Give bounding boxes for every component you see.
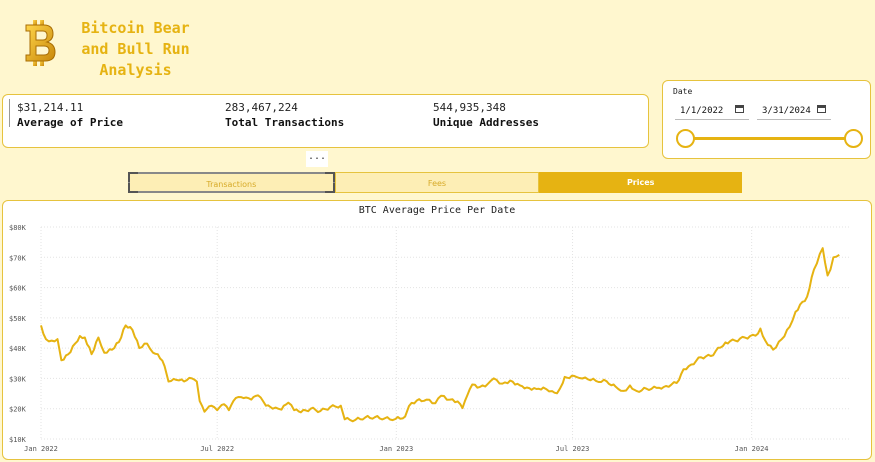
date-slicer-title: Date (673, 87, 693, 96)
chart-title: BTC Average Price Per Date (358, 205, 516, 216)
price-chart-card: BTC Average Price Per Date $10K $20K $30K $… (2, 200, 872, 460)
selection-corner (324, 183, 335, 193)
x-tick-label: Jul 2023 (556, 445, 590, 453)
date-range-track[interactable] (683, 137, 853, 140)
kpi-average-price: $31,214.11 Average of Price (17, 101, 123, 130)
y-tick-label: $30K (9, 375, 27, 383)
selection-corner (324, 172, 335, 182)
y-tick-label: $20K (9, 406, 27, 414)
end-date-value: 3/31/2024 (762, 106, 811, 116)
tab-fees[interactable]: Fees (334, 172, 540, 193)
page-title: Bitcoin Bear and Bull Run Analysis (81, 19, 190, 79)
kpi-total-transactions: 283,467,224 Total Transactions (225, 101, 344, 130)
end-date-input[interactable]: 3/31/2024 (757, 102, 831, 120)
y-tick-label: $70K (9, 254, 27, 262)
kpi-value: 544,935,348 (433, 101, 506, 114)
y-tick-label: $50K (9, 315, 27, 323)
kpi-label: Total Transactions (225, 116, 345, 129)
y-tick-label: $60K (9, 285, 27, 293)
y-tick-label: $80K (9, 224, 27, 232)
start-date-handle[interactable] (676, 129, 695, 148)
price-line-chart: $10K $20K $30K $40K $50K $60K $70K $80K Jan 2022… (9, 224, 849, 453)
tab-label: Fees (427, 179, 447, 188)
start-date-input[interactable]: 1/1/2022 (675, 102, 749, 120)
calendar-icon[interactable] (735, 105, 744, 113)
tab-label: Prices (626, 178, 655, 187)
selection-corner (128, 183, 138, 193)
kpi-card: $31,214.11 Average of Price 283,467,224 … (2, 94, 649, 148)
kpi-unique-addresses: 544,935,348 Unique Addresses (433, 101, 539, 130)
kpi-label: Unique Addresses (433, 116, 539, 129)
calendar-icon[interactable] (817, 105, 826, 113)
end-date-handle[interactable] (844, 129, 863, 148)
date-slicer: Date 1/1/2022 3/31/2024 (662, 80, 871, 159)
x-tick-label: Jul 2022 (200, 445, 234, 453)
kpi-value: 283,467,224 (225, 101, 298, 114)
x-tick-label: Jan 2024 (735, 445, 769, 453)
x-tick-label: Jan 2023 (379, 445, 413, 453)
selection-corner (128, 172, 138, 182)
y-tick-label: $40K (9, 345, 27, 353)
kpi-divider (9, 99, 10, 127)
navigation-tabs: Transactions Fees Prices (128, 172, 743, 193)
x-tick-label: Jan 2022 (24, 445, 58, 453)
y-tick-label: $10K (9, 436, 27, 444)
start-date-value: 1/1/2022 (680, 106, 724, 116)
kpi-label: Average of Price (17, 116, 123, 129)
more-options-button[interactable]: ... (306, 151, 328, 167)
kpi-value: $31,214.11 (17, 101, 84, 114)
bitcoin-logo-icon (20, 18, 60, 68)
tab-prices[interactable]: Prices (539, 172, 743, 193)
btc-price-line (40, 247, 840, 423)
tab-transactions[interactable]: Transactions (128, 172, 335, 193)
tab-label: Transactions (206, 180, 257, 189)
